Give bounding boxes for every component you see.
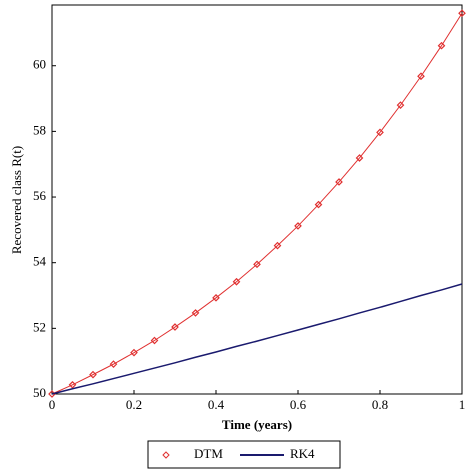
- legend-label: DTM: [194, 446, 223, 461]
- data-point: [396, 101, 405, 109]
- legend-label: RK4: [290, 446, 315, 461]
- y-tick-label: 50: [33, 385, 46, 400]
- data-point: [253, 260, 261, 269]
- data-point: [294, 222, 302, 230]
- data-point: [130, 348, 138, 357]
- data-point: [437, 41, 446, 50]
- data-point: [273, 241, 282, 250]
- data-point: [89, 370, 97, 379]
- data-point: [212, 293, 220, 302]
- x-tick-label: 0.8: [372, 397, 388, 412]
- x-tick-label: 0: [49, 397, 56, 412]
- data-point: [232, 277, 241, 286]
- series-line: [51, 12, 463, 395]
- data-point: [109, 360, 118, 368]
- data-point: [314, 200, 323, 209]
- x-axis-label: Time (years): [222, 417, 292, 432]
- y-axis-label: Recovered class R(t): [9, 146, 24, 254]
- data-point: [355, 154, 364, 162]
- x-tick-label: 0.4: [208, 397, 225, 412]
- plot-frame: [51, 4, 463, 395]
- x-tick-label: 0.2: [126, 397, 142, 412]
- data-point: [417, 72, 425, 81]
- data-point: [191, 309, 200, 317]
- y-tick-label: 56: [33, 188, 47, 203]
- data-point: [171, 323, 179, 331]
- y-tick-label: 60: [33, 57, 46, 72]
- y-tick-label: 52: [33, 319, 46, 334]
- x-tick-label: 0.6: [290, 397, 307, 412]
- x-tick-label: 1: [459, 397, 466, 412]
- y-tick-label: 54: [33, 254, 47, 269]
- y-tick-label: 58: [33, 122, 46, 137]
- series-line: [51, 283, 463, 395]
- data-point: [68, 380, 77, 389]
- data-point: [150, 336, 159, 345]
- data-point: [458, 9, 466, 18]
- data-point: [376, 128, 384, 137]
- data-point: [335, 178, 343, 186]
- legend-marker: [162, 451, 170, 459]
